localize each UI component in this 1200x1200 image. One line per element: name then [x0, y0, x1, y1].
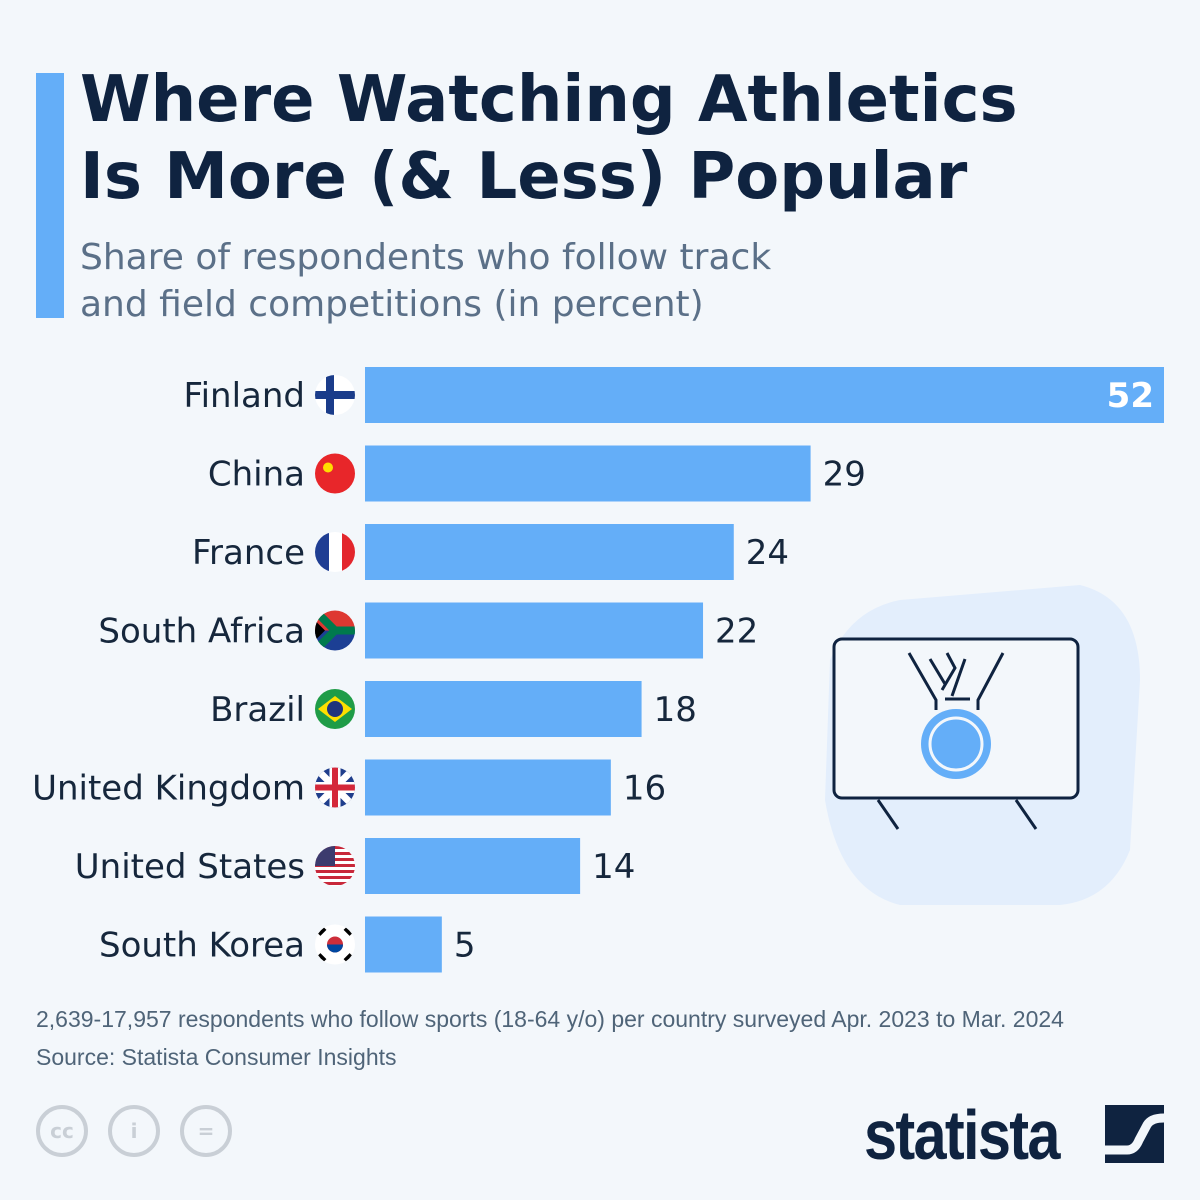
title-accent-bar: [36, 73, 64, 318]
bar-row-finland: Finland 52: [184, 367, 1164, 423]
category-label: Finland: [184, 376, 306, 416]
uk-flag-icon: [315, 767, 355, 808]
value-label: 22: [715, 612, 758, 652]
subtitle-line-2: and field competitions (in percent): [80, 284, 704, 325]
title-line-1: Where Watching Athletics: [80, 63, 1018, 137]
value-label: 29: [823, 455, 866, 495]
no-derivatives-icon[interactable]: =: [180, 1105, 232, 1157]
category-label: United Kingdom: [32, 769, 305, 809]
value-label: 24: [746, 533, 789, 573]
category-label: South Korea: [99, 926, 305, 966]
value-label: 16: [623, 769, 666, 809]
statista-logo[interactable]: statista: [864, 1096, 1060, 1174]
medal-ribbon-icon: [907, 652, 1005, 710]
tv-medal-illustration: [825, 585, 1140, 905]
value-label: 52: [1107, 376, 1154, 416]
brazil-flag-icon: [315, 689, 355, 729]
bar: [365, 759, 611, 816]
bar: [365, 445, 811, 502]
value-label: 18: [654, 690, 697, 730]
bar-row-france: France 24: [192, 524, 789, 580]
category-label: Brazil: [210, 690, 305, 730]
france-flag-icon: [315, 532, 355, 572]
china-flag-icon: [315, 453, 355, 494]
bar: [365, 602, 704, 659]
attribution-icon[interactable]: i: [108, 1105, 160, 1157]
category-label: United States: [75, 847, 305, 887]
bar-row-south-korea: South Korea 5: [99, 916, 476, 973]
category-label: South Africa: [98, 612, 305, 652]
value-label: 14: [592, 847, 635, 887]
bar: [365, 367, 1164, 423]
cc-text: cc: [50, 1119, 74, 1143]
south-korea-flag-icon: [315, 924, 355, 965]
south-africa-flag-icon: [315, 610, 355, 651]
finland-flag-icon: [315, 375, 355, 415]
cc-license-icon[interactable]: cc: [36, 1105, 88, 1157]
bar-chart: Finland 52 China 29 France 24 South Africa 22 Br…: [32, 367, 1164, 973]
footnote: 2,639-17,957 respondents who follow spor…: [36, 1000, 1064, 1076]
bar-row-brazil: Brazil 18: [210, 681, 697, 737]
survey-note: 2,639-17,957 respondents who follow spor…: [36, 1006, 1064, 1032]
category-label: France: [192, 533, 305, 573]
category-label: China: [208, 455, 305, 495]
statista-logo-mark: [1105, 1105, 1164, 1163]
subtitle-line-1: Share of respondents who follow track: [80, 237, 772, 278]
title-line-2: Is More (& Less) Popular: [80, 140, 968, 214]
bar-row-united-kingdom: United Kingdom 16: [32, 759, 666, 816]
eq-text: =: [197, 1119, 215, 1143]
bar: [365, 524, 734, 580]
value-label: 5: [454, 926, 476, 966]
bar-row-united-states: United States 14: [75, 838, 635, 894]
bar: [365, 916, 442, 973]
usa-flag-icon: [315, 846, 355, 886]
chart-subtitle: Share of respondents who follow track and…: [80, 234, 840, 328]
bar: [365, 681, 642, 737]
source-note: Source: Statista Consumer Insights: [36, 1044, 397, 1070]
bar-row-china: China 29: [208, 445, 866, 502]
chart-title: Where Watching Athletics Is More (& Less)…: [80, 62, 1018, 216]
bar-row-south-africa: South Africa 22: [98, 602, 758, 659]
bar: [365, 838, 581, 894]
